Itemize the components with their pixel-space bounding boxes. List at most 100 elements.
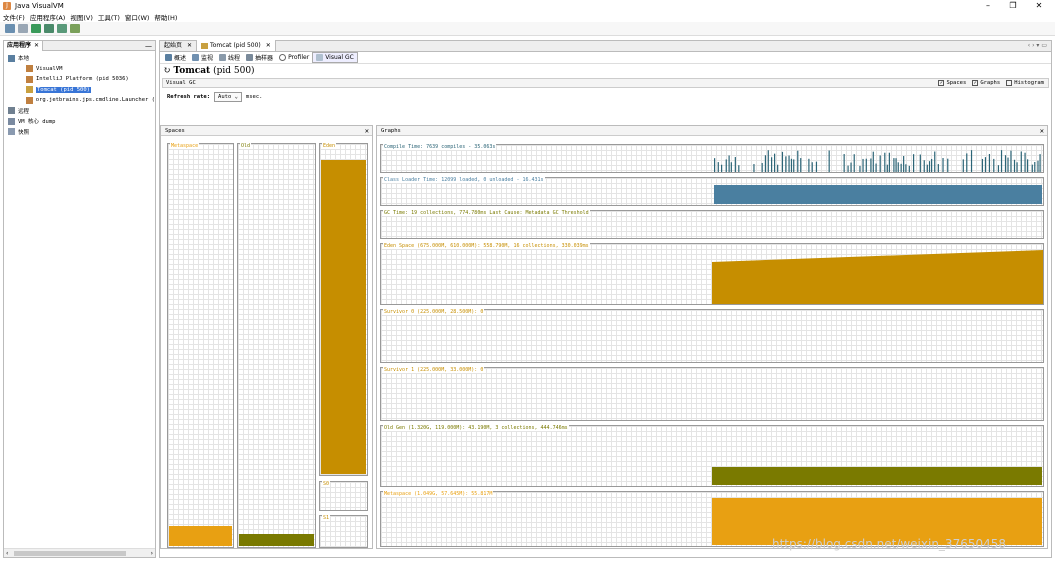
graphs-checkbox[interactable]: ✓ Graphs	[972, 80, 1000, 86]
process-name: Tomcat	[173, 66, 211, 76]
survivor-0-label: Survivor 0 (225.000M, 28.500M): 0	[383, 309, 485, 315]
tree-item[interactable]: VisualVM	[4, 64, 155, 75]
metaspace-label: Metaspace	[170, 143, 200, 149]
compile-spike	[926, 164, 928, 172]
tab-profiler[interactable]: Profiler	[276, 52, 312, 63]
refresh-spinner-icon: ↻	[163, 66, 171, 76]
save-icon[interactable]	[18, 24, 28, 33]
close-icon[interactable]: ✕	[265, 42, 271, 49]
menu-view[interactable]: 视图(V)	[70, 14, 93, 22]
compile-spike	[730, 162, 732, 172]
close-button[interactable]: ✕	[1035, 1, 1043, 10]
scrollbar-thumb[interactable]	[14, 551, 126, 556]
tree-item-label: 快照	[18, 129, 30, 136]
compile-spike	[761, 162, 763, 172]
menu-help[interactable]: 帮助(H)	[154, 14, 178, 22]
tree-item[interactable]: org.jetbrains.jps.cmdline.Launcher (	[4, 95, 155, 106]
menu-window[interactable]: 窗口(W)	[124, 14, 150, 22]
document-tabs: 起始页 ✕ Tomcat (pid 500) ✕ ‹ › ▾ ▭	[160, 40, 1051, 52]
compile-spike	[934, 151, 936, 172]
metaspace-space: Metaspace	[167, 143, 234, 548]
compile-spike	[908, 165, 910, 172]
tree-item[interactable]: 快照	[4, 127, 155, 138]
gc-time-graph: GC Time: 19 collections, 774.780ms Last …	[380, 210, 1044, 239]
tree-item[interactable]: 本地	[4, 53, 155, 64]
class-loader-graph: Class Loader Time: 12099 loaded, 0 unloa…	[380, 177, 1044, 206]
compile-spike	[879, 155, 881, 172]
tab-monitor[interactable]: 监视	[189, 52, 216, 63]
compile-spike	[753, 164, 755, 172]
refresh-rate-unit: msec.	[245, 94, 263, 100]
thread-dump-icon[interactable]	[70, 24, 80, 33]
sampler-icon	[246, 54, 254, 61]
minimize-button[interactable]: –	[986, 1, 990, 10]
load-snapshot-icon[interactable]	[5, 24, 15, 33]
compile-spike	[808, 158, 810, 172]
tab-start-page-label: 起始页	[164, 42, 183, 49]
add-remote-host-icon[interactable]	[31, 24, 41, 33]
compile-time-plot	[714, 150, 1041, 172]
spaces-panel: Spaces ✕ Metaspace Old Eden S0 S1	[160, 125, 373, 549]
close-icon[interactable]: ✕	[1039, 127, 1044, 135]
tree-item[interactable]: VM 核心 dump	[4, 116, 155, 127]
tree-item-label: 远程	[18, 108, 30, 115]
close-icon[interactable]: ✕	[364, 127, 369, 135]
add-jmx-connection-icon[interactable]	[44, 24, 54, 33]
process-title: ↻ Tomcat (pid 500)	[160, 64, 1051, 78]
close-icon[interactable]: ✕	[34, 41, 40, 49]
compile-spike	[888, 152, 890, 172]
tab-applications[interactable]: 应用程序 ✕	[4, 40, 44, 51]
visual-gc-header: Visual GC ✓ Spaces ✓ Graphs Histogram	[162, 78, 1049, 88]
compile-spike	[903, 156, 905, 172]
compile-spike	[850, 162, 852, 172]
tab-visual-gc-label: Visual GC	[325, 54, 354, 61]
tab-navigation-icon[interactable]: ‹ › ▾ ▭	[1027, 42, 1047, 49]
compile-spike	[788, 155, 790, 172]
scroll-right-icon[interactable]: ›	[150, 550, 153, 557]
compile-spike	[893, 158, 895, 172]
compile-spike	[1004, 155, 1007, 172]
histogram-checkbox[interactable]: Histogram	[1006, 80, 1044, 86]
eden-space: Eden	[319, 143, 368, 476]
close-icon[interactable]: ✕	[187, 42, 193, 49]
tab-overview[interactable]: 概述	[162, 52, 189, 63]
compile-spike	[771, 157, 773, 172]
menu-application[interactable]: 应用程序(A)	[29, 14, 66, 22]
compile-spike	[853, 154, 855, 172]
app-icon	[26, 75, 33, 83]
checkbox-checked-icon: ✓	[972, 80, 979, 86]
graphs-title: Graphs	[381, 128, 401, 134]
compile-spike	[1000, 150, 1003, 172]
profiler-icon	[279, 54, 287, 61]
tree-item[interactable]: Tomcat (pid 500)	[4, 85, 155, 96]
tree-item[interactable]: 远程	[4, 106, 155, 117]
compile-spike	[764, 155, 767, 172]
refresh-rate-select[interactable]: Auto ⌄	[214, 92, 242, 102]
monitor-icon	[192, 54, 200, 61]
compile-spike	[785, 156, 787, 172]
menu-file[interactable]: 文件(F)	[3, 14, 25, 22]
scroll-left-icon[interactable]: ‹	[6, 550, 9, 557]
tab-threads[interactable]: 线程	[216, 52, 243, 63]
compile-spike	[1039, 154, 1041, 172]
title-bar: J Java VisualVM	[0, 0, 1055, 12]
eden-space-graph: Eden Space (675.000M, 610.000M): 558.790…	[380, 243, 1044, 305]
tab-sampler[interactable]: 抽样器	[243, 52, 276, 63]
horizontal-scrollbar[interactable]: ‹ ›	[4, 548, 155, 557]
menu-tools[interactable]: 工具(T)	[97, 14, 120, 22]
maximize-button[interactable]: ❐	[1009, 1, 1017, 10]
old-space: Old	[237, 143, 316, 548]
metaspace-fill	[169, 525, 232, 546]
compile-spike	[984, 157, 987, 172]
tab-start-page[interactable]: 起始页 ✕	[160, 40, 198, 51]
spaces-checkbox[interactable]: ✓ Spaces	[938, 80, 966, 86]
tab-visual-gc[interactable]: Visual GC	[312, 52, 358, 63]
compile-spike	[790, 158, 793, 172]
tree-item[interactable]: IntelliJ Platform (pid 5036)	[4, 74, 155, 85]
minimize-panel-icon[interactable]: —	[145, 41, 152, 50]
compile-spike	[931, 158, 933, 172]
compile-spike	[793, 159, 795, 172]
heap-dump-icon[interactable]	[57, 24, 67, 33]
compile-spike	[947, 158, 949, 172]
tab-tomcat[interactable]: Tomcat (pid 500) ✕	[197, 40, 276, 51]
